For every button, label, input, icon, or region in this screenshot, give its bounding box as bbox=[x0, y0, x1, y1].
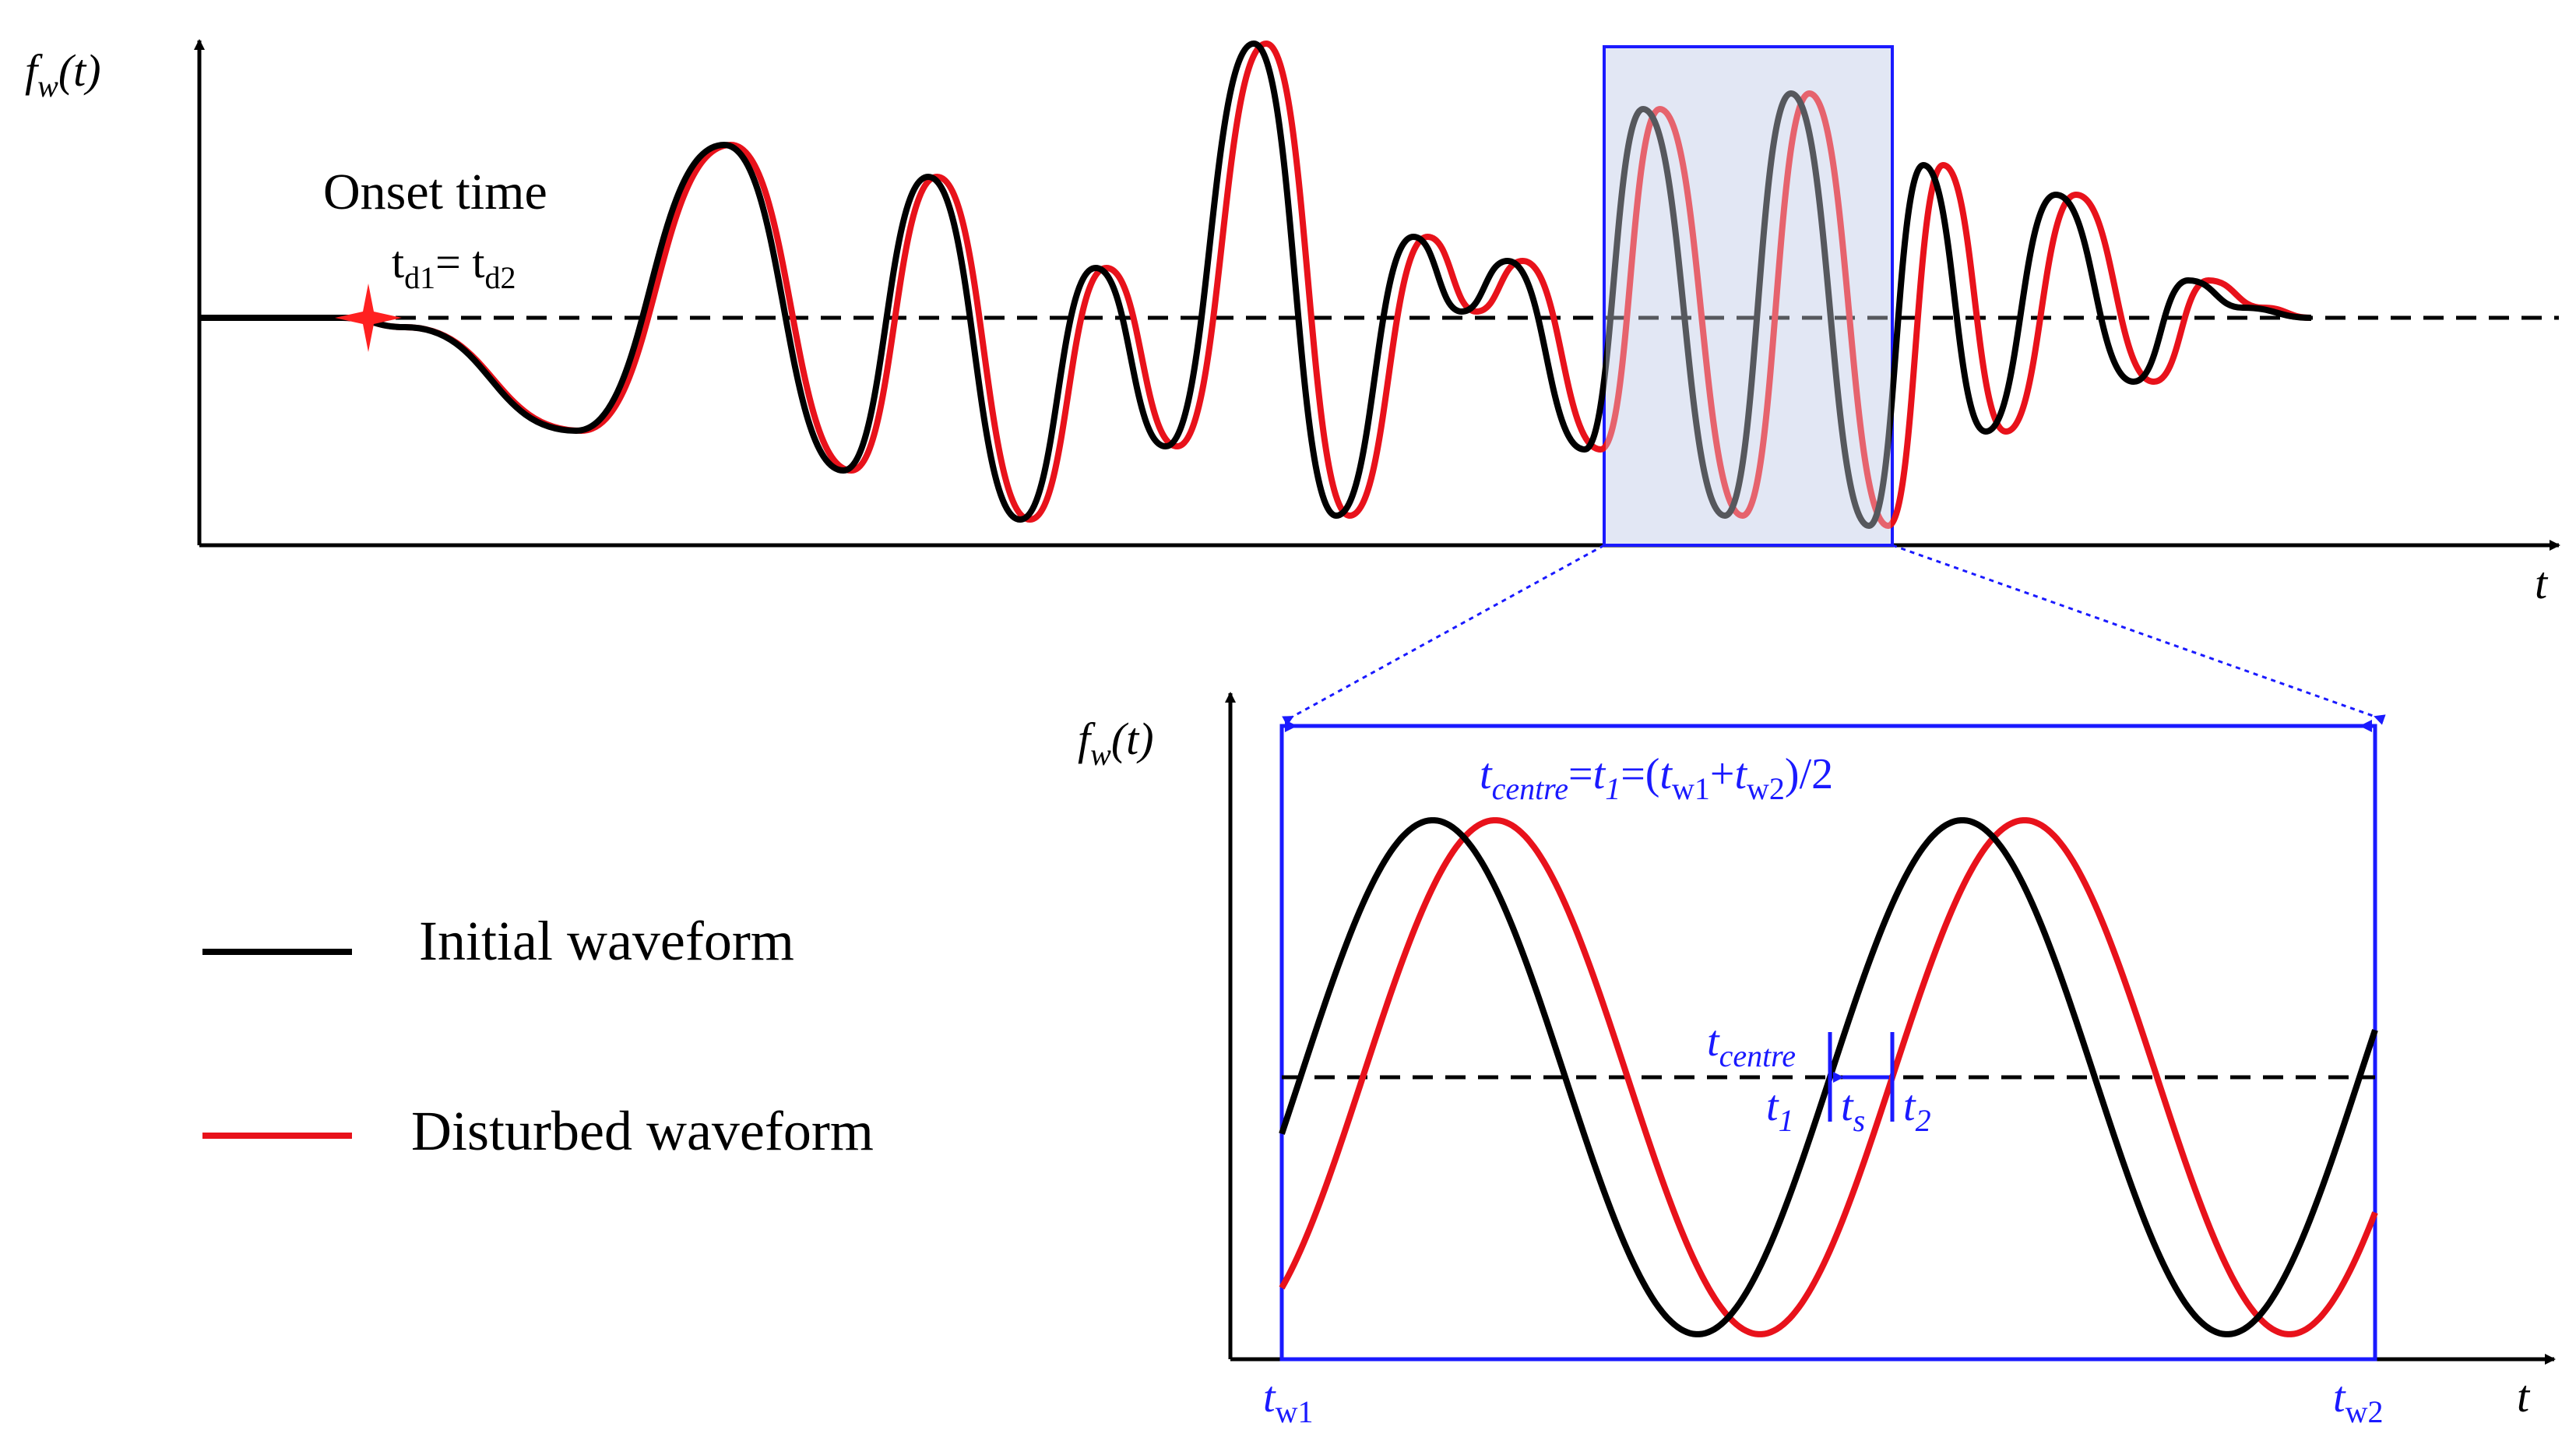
tw2-label: tw2 bbox=[2333, 1373, 2383, 1429]
tw1-label: tw1 bbox=[1263, 1373, 1313, 1429]
legend: Initial waveform Disturbed waveform bbox=[202, 910, 874, 1162]
legend-label-initial: Initial waveform bbox=[419, 910, 794, 972]
t1-label: t1 bbox=[1766, 1082, 1794, 1138]
bottom-y-label: fw(t) bbox=[1078, 713, 1154, 772]
top-disturbed-waveform bbox=[199, 41, 2312, 529]
ts-label: ts bbox=[1841, 1082, 1865, 1138]
onset-time-equation: td1= td2 bbox=[392, 237, 516, 295]
top-panel: fw(t) t Onset time td1= td2 bbox=[25, 39, 2560, 608]
bottom-x-label: t bbox=[2517, 1371, 2531, 1422]
zoom-connector-left bbox=[1282, 544, 1605, 726]
onset-time-title: Onset time bbox=[323, 164, 547, 220]
legend-label-disturbed: Disturbed waveform bbox=[411, 1100, 874, 1162]
onset-star-icon bbox=[335, 284, 402, 352]
zoom-connector-right bbox=[1892, 544, 2386, 725]
top-initial-waveform bbox=[199, 41, 2312, 529]
centre-formula: tcentre=t1=(tw1+tw2)/2 bbox=[1480, 750, 1833, 806]
bottom-panel: fw(t) t tcentre=t1=(tw1+tw2)/2 tcentre t… bbox=[1078, 692, 2556, 1429]
top-y-label: fw(t) bbox=[25, 45, 101, 104]
window-overlay bbox=[1606, 48, 1891, 544]
top-x-label: t bbox=[2535, 558, 2549, 608]
t2-label: t2 bbox=[1903, 1082, 1931, 1138]
t-centre-label: tcentre bbox=[1707, 1017, 1796, 1073]
